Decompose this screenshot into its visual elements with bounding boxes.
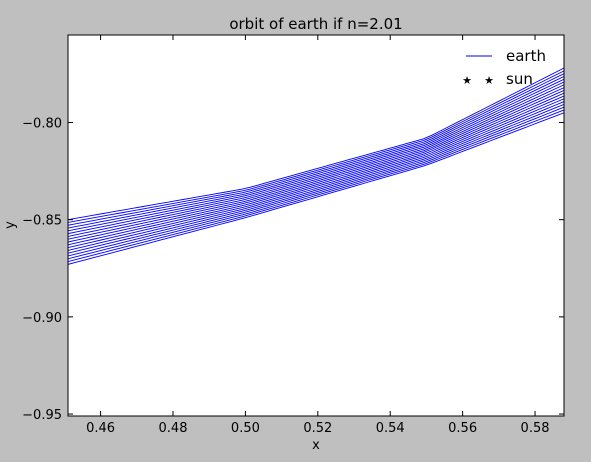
earth-orbit-line bbox=[68, 87, 564, 240]
earth-orbit-line bbox=[68, 112, 564, 265]
earth-orbit-line bbox=[68, 89, 564, 243]
earth-orbit-line bbox=[68, 101, 564, 254]
x-tick-label: 0.50 bbox=[231, 421, 260, 436]
earth-orbit-line bbox=[68, 70, 564, 223]
earth-orbit-line bbox=[68, 92, 564, 246]
earth-orbit-line bbox=[68, 95, 564, 249]
x-axis-ticks: 0.46 0.48 0.50 0.52 0.54 0.56 0.58 bbox=[86, 35, 550, 436]
earth-orbit-line bbox=[68, 78, 564, 232]
earth-orbit-line bbox=[68, 106, 564, 260]
y-axis-ticks: −0.80 −0.85 −0.90 −0.95 bbox=[22, 116, 564, 423]
legend-sun-star-icon-2: ★ bbox=[484, 74, 494, 87]
earth-orbit-line bbox=[68, 98, 564, 251]
chart-title: orbit of earth if n=2.01 bbox=[229, 15, 402, 33]
legend-earth-label: earth bbox=[506, 47, 546, 65]
earth-orbit-line bbox=[68, 73, 564, 226]
earth-orbit-line bbox=[68, 103, 564, 257]
x-tick-label: 0.48 bbox=[159, 421, 188, 436]
earth-orbit-line bbox=[68, 76, 564, 229]
x-tick-label: 0.54 bbox=[376, 421, 405, 436]
series-layer bbox=[68, 67, 564, 265]
x-axis-label: x bbox=[312, 438, 320, 453]
y-tick-label: −0.85 bbox=[22, 214, 62, 229]
earth-orbit-line bbox=[68, 81, 564, 235]
y-axis-label: y bbox=[3, 221, 18, 229]
plot-frame bbox=[67, 34, 565, 417]
y-tick-label: −0.80 bbox=[22, 116, 62, 131]
x-tick-label: 0.46 bbox=[86, 421, 115, 436]
legend-sun-label: sun bbox=[506, 70, 533, 88]
earth-orbit-line bbox=[68, 67, 564, 221]
y-tick-label: −0.95 bbox=[22, 408, 62, 423]
earth-orbit-line bbox=[68, 84, 564, 237]
y-tick-label: −0.90 bbox=[22, 311, 62, 326]
x-tick-label: 0.58 bbox=[521, 421, 550, 436]
x-tick-label: 0.52 bbox=[303, 421, 332, 436]
legend: earth ★ ★ sun bbox=[462, 47, 546, 88]
earth-orbit-line bbox=[68, 109, 564, 263]
plot-area-background bbox=[68, 35, 564, 416]
legend-sun-star-icon: ★ bbox=[462, 74, 472, 87]
x-tick-label: 0.56 bbox=[448, 421, 477, 436]
